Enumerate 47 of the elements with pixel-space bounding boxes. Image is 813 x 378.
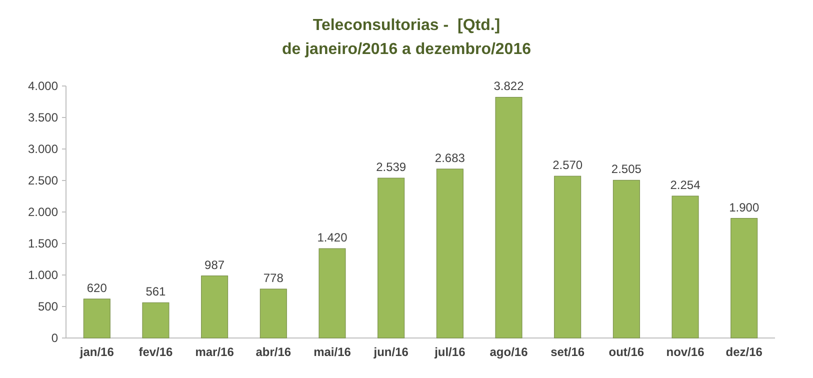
bar <box>612 180 640 338</box>
x-tick-label: mar/16 <box>195 345 234 359</box>
data-label: 987 <box>204 258 225 272</box>
y-tick-label: 500 <box>38 300 58 314</box>
bar <box>672 196 699 338</box>
bar <box>378 178 405 338</box>
data-label: 2.254 <box>670 178 701 192</box>
y-tick-label: 3.000 <box>28 142 58 156</box>
bar <box>318 248 346 338</box>
x-tick-label: jun/16 <box>372 345 409 359</box>
y-tick-label: 2.000 <box>28 205 58 220</box>
data-label: 1.420 <box>317 230 348 245</box>
x-tick-label: ago/16 <box>490 345 528 359</box>
y-tick-label: 0 <box>51 331 58 346</box>
bar <box>730 218 758 338</box>
x-tick-label: jan/16 <box>78 345 114 359</box>
x-tick-label: nov/16 <box>666 345 705 359</box>
y-tick-label: 3.500 <box>28 110 58 125</box>
bar <box>495 96 522 338</box>
y-tick-label: 4.000 <box>28 79 58 94</box>
y-tick-label: 2.500 <box>28 174 58 188</box>
bar <box>554 176 582 338</box>
bar <box>142 302 170 338</box>
data-label: 620 <box>86 280 108 295</box>
x-tick-label: set/16 <box>550 345 585 359</box>
x-tick-label: mai/16 <box>314 345 352 359</box>
data-label: 778 <box>263 270 284 285</box>
data-label: 2.539 <box>376 160 406 174</box>
bar <box>83 298 110 338</box>
x-tick-label: jul/16 <box>434 345 466 359</box>
data-label: 1.900 <box>729 200 760 214</box>
chart-title: Teleconsultorias - [Qtd.] <box>312 17 500 34</box>
data-label: 2.505 <box>611 162 642 176</box>
bar <box>260 288 287 338</box>
chart-subtitle: de janeiro/2016 a dezembro/2016 <box>282 41 532 58</box>
bar <box>436 168 464 338</box>
x-tick-label: fev/16 <box>138 345 174 359</box>
data-label: 2.570 <box>552 158 583 172</box>
x-tick-label: out/16 <box>608 345 644 359</box>
y-tick-label: 1.000 <box>28 268 58 282</box>
data-label: 2.683 <box>434 150 466 165</box>
data-label: 3.822 <box>494 79 524 94</box>
x-tick-label: abr/16 <box>256 345 292 359</box>
data-label: 561 <box>146 284 166 299</box>
x-tick-label: dez/16 <box>726 345 763 359</box>
bar <box>201 276 228 338</box>
y-tick-label: 1.500 <box>28 236 58 251</box>
